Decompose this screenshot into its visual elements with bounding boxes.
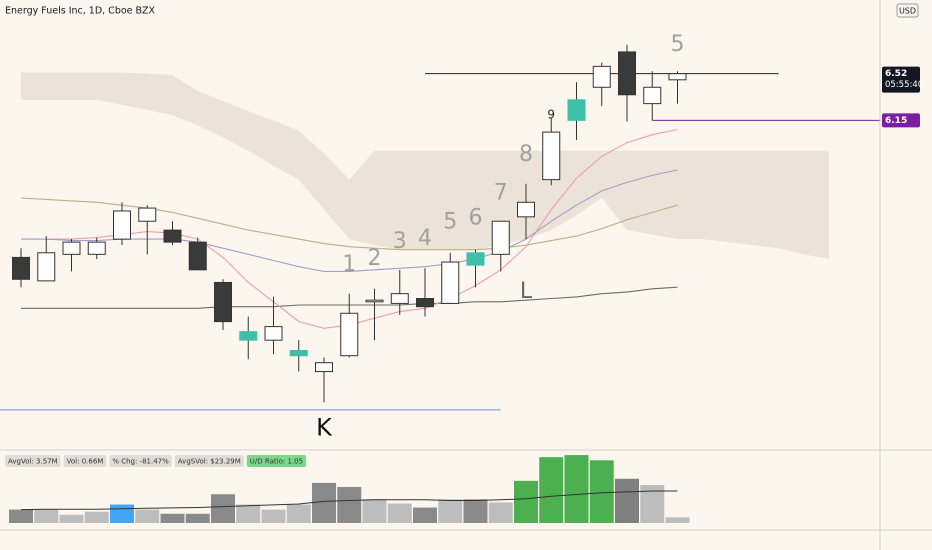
- candle-body: [62, 241, 81, 255]
- candle-body: [289, 350, 308, 357]
- volume-bar: [9, 509, 33, 524]
- moving-average-line: [20, 197, 678, 251]
- stat-chip: [174, 455, 244, 467]
- annotation: 5: [671, 32, 685, 57]
- candle-body: [37, 252, 56, 282]
- currency-box: [896, 3, 919, 18]
- volume-bar: [539, 457, 564, 524]
- price-label: 6.52: [885, 69, 907, 79]
- volume-bar: [362, 499, 387, 524]
- annotation: 5: [443, 210, 457, 235]
- candle-body: [264, 326, 283, 341]
- volume-bar: [413, 507, 437, 524]
- volume-bar: [160, 513, 185, 524]
- volume-bar: [488, 502, 513, 524]
- stat-text: Vol: 0.66M: [67, 458, 104, 466]
- candle-body: [188, 241, 207, 271]
- volume-bar: [589, 460, 614, 524]
- candle-body: [365, 299, 384, 303]
- volume-bar: [665, 517, 690, 524]
- chart-title: Energy Fuels Inc, 1D, Cboe BZX: [5, 6, 156, 17]
- stat-chip: [63, 455, 107, 467]
- candle-body: [214, 281, 232, 323]
- volume-bar: [211, 494, 235, 524]
- volume-bar: [337, 486, 362, 524]
- annotation: 7: [494, 181, 508, 206]
- volume-bar: [236, 504, 261, 524]
- candle-body: [416, 298, 434, 308]
- candle-body: [491, 220, 510, 255]
- candle-body: [517, 201, 535, 218]
- annotation: 4: [418, 226, 432, 251]
- annotation: 9: [547, 108, 555, 122]
- volume-ma-line: [20, 490, 678, 511]
- stat-text: % Chg: -81.47%: [112, 458, 169, 466]
- annotation: 8: [519, 142, 533, 167]
- volume-bar: [438, 499, 463, 524]
- countdown: 05:55:40: [885, 80, 923, 90]
- annotation: 6: [469, 205, 483, 230]
- stat-chip: [246, 455, 307, 467]
- candle-body: [390, 293, 409, 304]
- annotation: 3: [393, 229, 407, 254]
- candle-body: [87, 241, 106, 255]
- stat-chip: [5, 455, 61, 467]
- candle-body: [163, 229, 182, 243]
- volume-bar: [84, 511, 109, 524]
- volume-bar: [463, 499, 488, 524]
- annotation: L: [520, 279, 533, 304]
- candle-body: [113, 210, 131, 240]
- candle-body: [466, 252, 485, 266]
- currency: USD: [899, 7, 916, 16]
- candle-body: [315, 362, 333, 373]
- volume-bar: [185, 513, 210, 524]
- candle-body: [138, 207, 157, 222]
- candle-body: [668, 73, 687, 81]
- annotation: K: [316, 414, 333, 442]
- volume-bar: [387, 503, 412, 524]
- volume-bar: [286, 504, 311, 524]
- volume-bar: [59, 514, 84, 524]
- volume-bar: [135, 509, 160, 524]
- volume-bar: [312, 482, 336, 524]
- volume-bar: [110, 504, 134, 524]
- volume-bar: [261, 509, 286, 524]
- volume-bar: [615, 478, 639, 524]
- price-label-box: [882, 113, 920, 128]
- price-label-box: [882, 66, 920, 93]
- stat-text: AvgSVol: $23.29M: [178, 458, 241, 466]
- price-label: 6.15: [885, 116, 907, 126]
- annotation: 2: [368, 246, 382, 271]
- candle-body: [441, 261, 460, 304]
- stat-text: AvgVol: 3.57M: [8, 458, 58, 466]
- stat-text: U/D Ratio: 1.05: [250, 458, 303, 466]
- volume-bar: [514, 480, 538, 524]
- candle-body: [542, 131, 561, 181]
- candle-body: [643, 86, 662, 105]
- stat-chip: [109, 455, 172, 467]
- candle-body: [592, 65, 611, 88]
- volume-bar: [564, 455, 589, 524]
- candle-body: [239, 331, 258, 341]
- candle-body: [618, 51, 636, 96]
- volume-bar: [34, 509, 59, 524]
- candle-body: [567, 99, 586, 121]
- cloud: [21, 72, 829, 259]
- annotation: 1: [342, 252, 356, 277]
- candle-body: [340, 312, 359, 357]
- candle-body: [12, 256, 30, 280]
